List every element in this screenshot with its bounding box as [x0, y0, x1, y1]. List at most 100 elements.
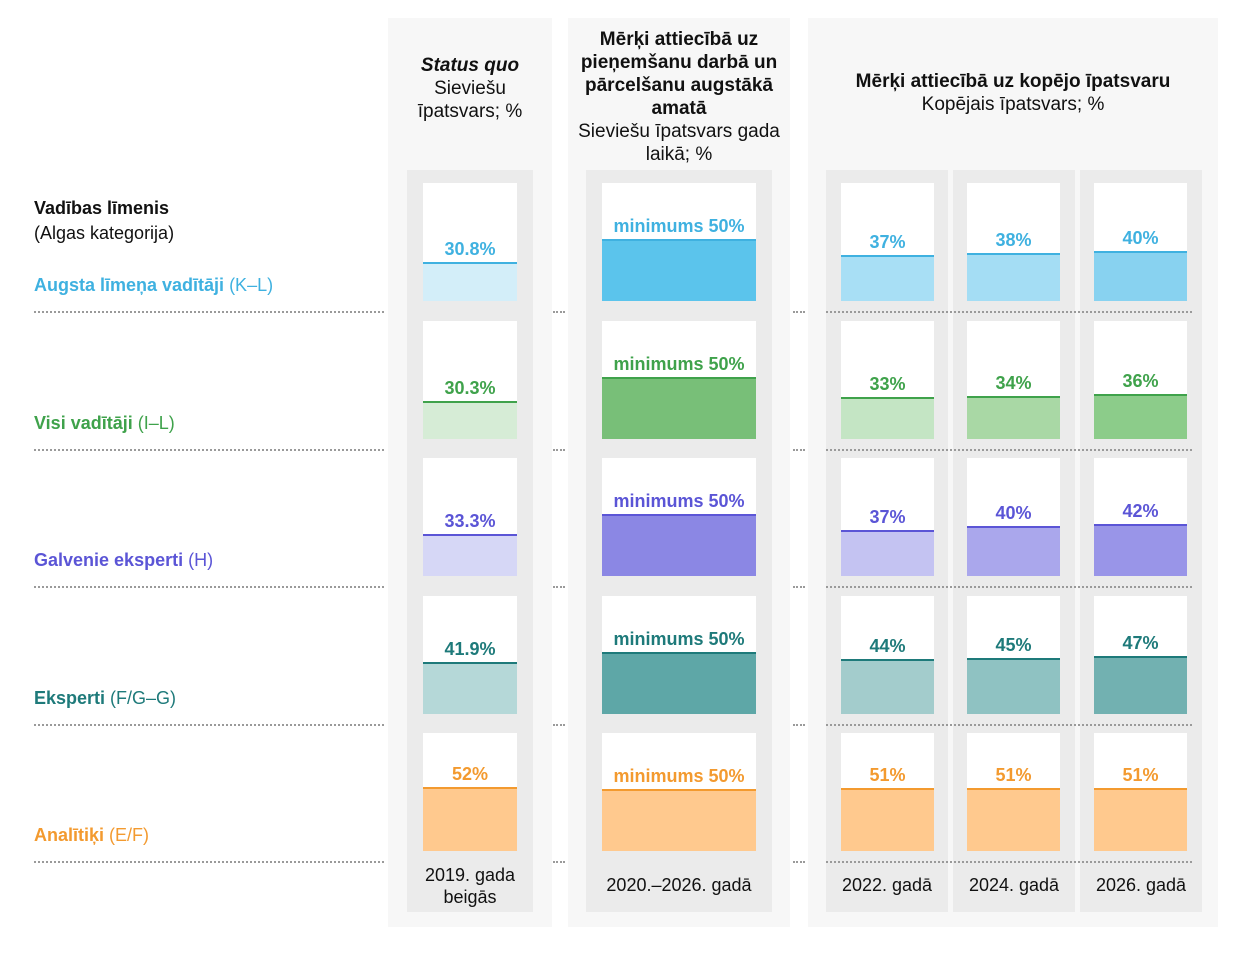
bar-2026	[1094, 656, 1187, 714]
bar-cell: 51%	[967, 733, 1060, 851]
bar-2026	[1094, 788, 1187, 851]
footer-status: 2019. gada beigās	[424, 865, 516, 907]
bar-cell: 52%	[423, 733, 517, 851]
header-target: Mērķi attiecībā uz pieņemšanu darbā un p…	[578, 28, 780, 166]
row-separator	[34, 861, 384, 863]
row-label-name: Analītiķi	[34, 825, 105, 845]
bar-cell: 37%	[841, 183, 934, 301]
row-label-name: Augsta līmeņa vadītāji	[34, 275, 225, 295]
row-separator	[793, 311, 805, 313]
row-label-code: (I–L)	[132, 413, 175, 433]
bar-value-label: minimums 50%	[613, 216, 745, 236]
header-years-sub: Kopējais īpatsvars; %	[921, 94, 1105, 115]
bar-2024	[967, 526, 1060, 576]
bar-2024	[967, 253, 1060, 301]
row-separator	[826, 449, 1192, 451]
bar-cell: minimums 50%	[602, 458, 756, 576]
target-bar	[602, 239, 756, 301]
bar-value-label: 30.8%	[444, 239, 496, 259]
bar-value-label: 51%	[1122, 765, 1159, 785]
row-label-code: (K–L)	[224, 275, 274, 295]
row-separator	[553, 724, 565, 726]
footer-2024: 2024. gadā	[968, 875, 1060, 895]
row-separator	[34, 724, 384, 726]
status-bar	[423, 787, 517, 851]
row-separator	[553, 311, 565, 313]
row-separator	[826, 311, 1192, 313]
target-bar	[602, 514, 756, 576]
bar-value-label: 33.3%	[444, 511, 496, 531]
row-separator	[34, 449, 384, 451]
bar-cell: 40%	[967, 458, 1060, 576]
row-label-code: (F/G–G)	[105, 688, 177, 708]
bar-cell: minimums 50%	[602, 321, 756, 439]
header-status-title: Status quo	[420, 55, 520, 76]
bar-cell: 36%	[1094, 321, 1187, 439]
bar-cell: 30.3%	[423, 321, 517, 439]
bar-cell: minimums 50%	[602, 183, 756, 301]
bar-value-label: 38%	[995, 230, 1032, 250]
row-label-name: Visi vadītāji	[34, 413, 133, 433]
bar-2024	[967, 396, 1060, 439]
bar-value-label: 47%	[1122, 633, 1159, 653]
row-label: Visi vadītāji (I–L)	[34, 413, 175, 434]
bar-value-label: 37%	[869, 507, 906, 527]
bar-cell: 33%	[841, 321, 934, 439]
bar-value-label: 37%	[869, 232, 906, 252]
row-separator	[553, 449, 565, 451]
bar-cell: 41.9%	[423, 596, 517, 714]
row-separator	[793, 449, 805, 451]
target-bar	[602, 652, 756, 714]
header-years-title: Mērķi attiecībā uz kopējo īpatsvaru	[855, 71, 1171, 92]
bar-value-label: 45%	[995, 635, 1032, 655]
bar-2022	[841, 530, 934, 576]
footer-2022: 2022. gadā	[841, 875, 933, 895]
bar-value-label: 40%	[995, 503, 1032, 523]
row-label: Eksperti (F/G–G)	[34, 688, 176, 709]
bar-value-label: 51%	[869, 765, 906, 785]
row-separator	[553, 861, 565, 863]
bar-cell: 51%	[841, 733, 934, 851]
bar-value-label: 40%	[1122, 228, 1159, 248]
target-bar	[602, 789, 756, 851]
status-bar	[423, 534, 517, 576]
row-label-code: (E/F)	[104, 825, 150, 845]
target-bar	[602, 377, 756, 439]
header-status: Status quo Sieviešu īpatsvars; %	[400, 54, 540, 123]
row-separator	[826, 724, 1192, 726]
bar-2022	[841, 397, 934, 439]
row-separator	[34, 586, 384, 588]
row-label-name: Galvenie eksperti	[34, 550, 184, 570]
header-years: Mērķi attiecībā uz kopējo īpatsvaru Kopē…	[818, 70, 1208, 116]
status-bar	[423, 262, 517, 301]
bar-value-label: minimums 50%	[613, 766, 745, 786]
bar-value-label: minimums 50%	[613, 491, 745, 511]
row-separator	[34, 311, 384, 313]
bar-2024	[967, 788, 1060, 851]
bar-value-label: 42%	[1122, 501, 1159, 521]
bar-value-label: 30.3%	[444, 378, 496, 398]
row-label: Galvenie eksperti (H)	[34, 550, 213, 571]
bar-2022	[841, 788, 934, 851]
row-separator	[826, 586, 1192, 588]
bar-2026	[1094, 394, 1187, 439]
bar-cell: 30.8%	[423, 183, 517, 301]
left-subtitle: (Algas kategorija)	[34, 223, 175, 243]
bar-2022	[841, 255, 934, 301]
bar-cell: 45%	[967, 596, 1060, 714]
bar-2026	[1094, 251, 1187, 301]
status-bar	[423, 401, 517, 439]
bar-cell: 47%	[1094, 596, 1187, 714]
bar-value-label: 52%	[451, 764, 489, 784]
bar-value-label: 33%	[869, 374, 906, 394]
row-separator	[826, 861, 1192, 863]
bar-value-label: 41.9%	[444, 639, 496, 659]
left-title: Vadības līmenis	[34, 198, 170, 218]
bar-cell: 40%	[1094, 183, 1187, 301]
bar-cell: minimums 50%	[602, 596, 756, 714]
footer-2026: 2026. gadā	[1095, 875, 1187, 895]
bar-2026	[1094, 524, 1187, 576]
header-target-sub: Sieviešu īpatsvars gada laikā; %	[578, 121, 780, 165]
row-label-name: Eksperti	[34, 688, 106, 708]
